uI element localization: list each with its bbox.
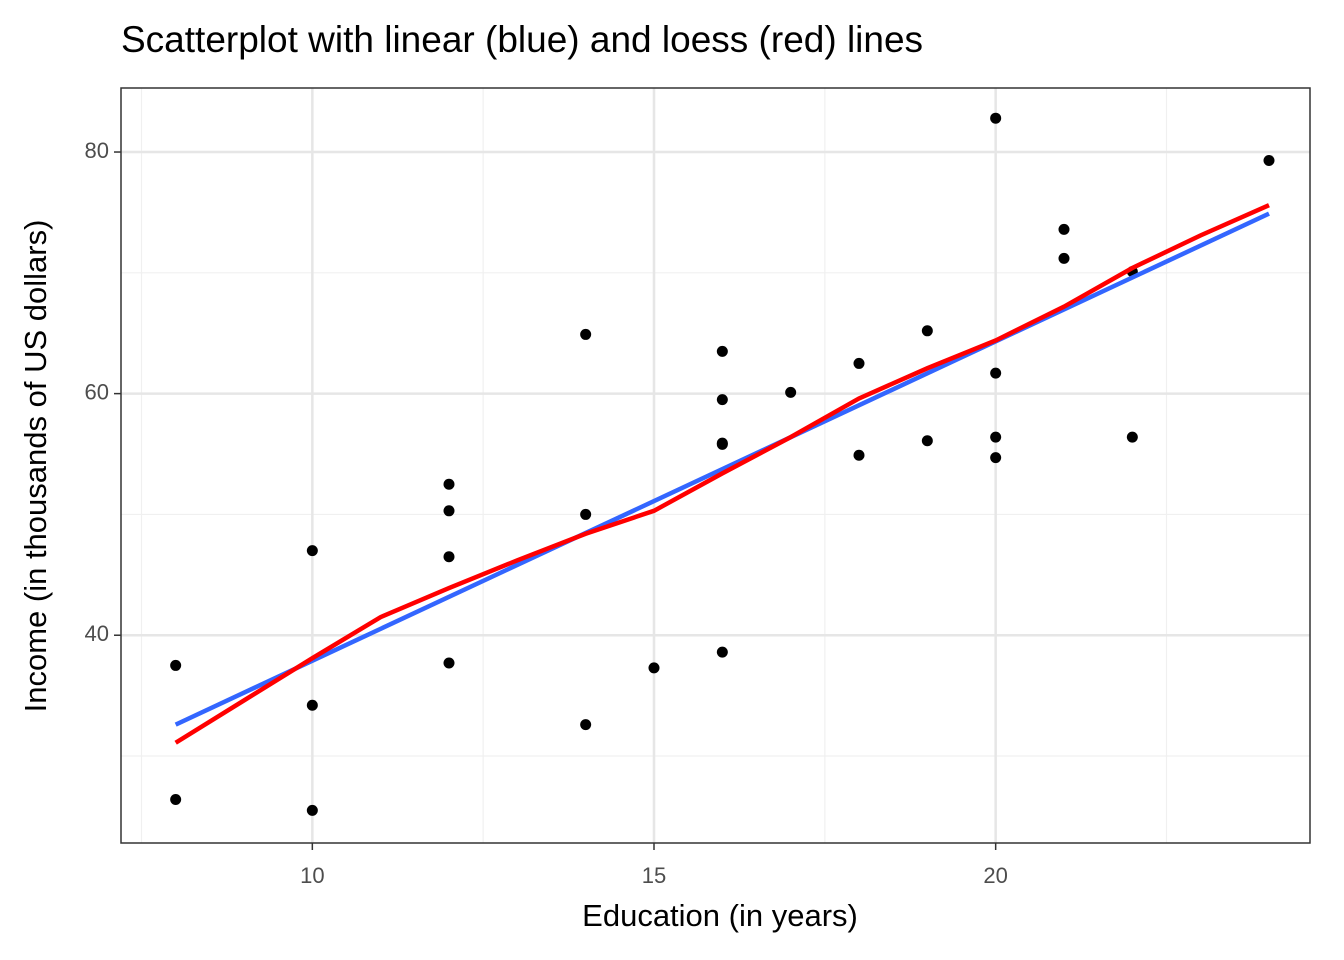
point [443, 505, 455, 517]
point [1058, 252, 1070, 264]
point [170, 794, 182, 806]
point [443, 657, 455, 669]
panel-border [120, 87, 1311, 844]
point [990, 452, 1002, 464]
point [1126, 431, 1138, 443]
x-tick-label: 10 [300, 863, 324, 888]
x-tick-label: 15 [642, 863, 666, 888]
point [853, 449, 865, 461]
point [990, 367, 1002, 379]
point [580, 719, 592, 731]
fit-line [174, 211, 1270, 727]
point [990, 431, 1002, 443]
point [785, 386, 797, 398]
point [716, 345, 728, 357]
chart-title: Scatterplot with linear (blue) and loess… [121, 19, 923, 60]
point [921, 325, 933, 337]
fit-line [174, 203, 1270, 745]
point [716, 438, 728, 450]
point [716, 394, 728, 406]
y-axis-label: Income (in thousands of US dollars) [18, 220, 53, 713]
point [990, 112, 1002, 124]
point [1263, 154, 1275, 166]
point [716, 646, 728, 658]
point [443, 551, 455, 563]
point [921, 435, 933, 447]
point [306, 804, 318, 816]
point [853, 357, 865, 369]
point [580, 328, 592, 340]
point [580, 508, 592, 520]
x-tick-label: 20 [983, 863, 1007, 888]
point [306, 545, 318, 557]
point [306, 699, 318, 711]
y-tick-label: 80 [85, 138, 109, 163]
y-tick-label: 60 [85, 379, 109, 404]
y-tick-label: 40 [85, 621, 109, 646]
point [443, 478, 455, 490]
point [170, 659, 182, 671]
point [1058, 223, 1070, 235]
point [648, 662, 660, 674]
x-axis-label: Education (in years) [582, 898, 858, 933]
